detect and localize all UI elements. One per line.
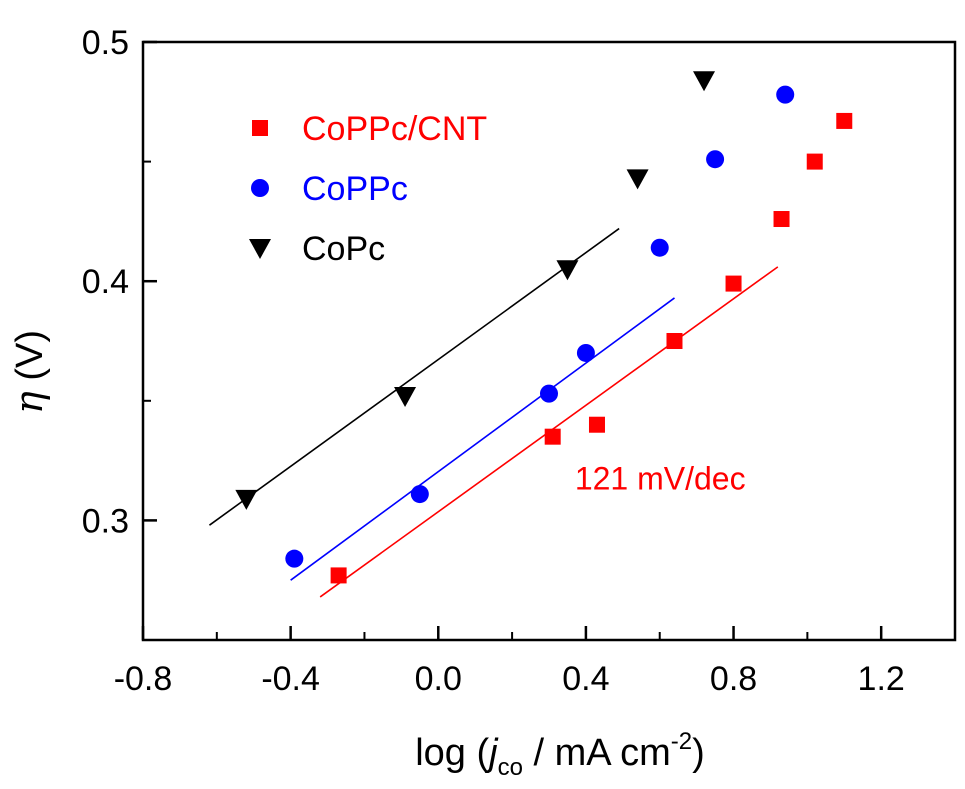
data-point <box>806 153 823 170</box>
y-tick-label: 0.5 <box>82 24 129 62</box>
data-point <box>725 275 742 292</box>
data-point <box>776 85 795 104</box>
x-tick-label: -0.4 <box>261 660 320 698</box>
data-point <box>394 387 417 408</box>
data-point <box>285 549 304 568</box>
legend-marker <box>249 239 271 259</box>
y-axis-title-symbol: η <box>7 391 51 414</box>
x-axis-title-prefix: log ( <box>415 732 489 774</box>
legend-label: CoPc <box>302 230 385 268</box>
annotations: 121 mV/dec <box>575 460 746 496</box>
legend-marker <box>252 120 268 136</box>
fit-line <box>208 227 620 526</box>
data-point <box>626 169 649 190</box>
legend-label: CoPPc/CNT <box>302 110 487 148</box>
data-markers <box>235 71 853 584</box>
data-point <box>544 428 561 445</box>
data-point <box>693 71 716 92</box>
y-axis-title-units: (V) <box>9 330 51 391</box>
data-point <box>666 333 683 349</box>
x-tick-label: 1.2 <box>858 660 905 698</box>
data-point <box>773 211 790 228</box>
x-axis-ticks: -0.8 -0.4 0.0 0.4 0.8 1.2 <box>114 626 905 698</box>
legend-label: CoPPc <box>302 170 408 208</box>
data-point <box>540 384 558 403</box>
y-axis-title: η (V) <box>7 330 51 414</box>
legend-marker <box>251 179 269 197</box>
data-point <box>706 150 725 169</box>
x-axis-title-subscript: co <box>498 754 523 781</box>
data-point <box>576 343 595 362</box>
data-point <box>588 416 605 433</box>
fit-line <box>290 297 675 581</box>
x-axis-title-suffix: ) <box>692 732 705 774</box>
data-point <box>410 485 429 504</box>
fit-lines <box>208 227 779 598</box>
x-axis-title-units: / mA cm <box>523 732 671 774</box>
data-point <box>556 260 579 281</box>
data-point <box>836 112 853 129</box>
y-axis-ticks: 0.3 0.4 0.5 <box>82 24 157 540</box>
plot-frame <box>141 40 957 642</box>
x-tick-label: -0.8 <box>114 660 173 698</box>
data-point <box>330 567 347 584</box>
y-tick-label: 0.3 <box>82 502 129 540</box>
x-tick-label: 0.0 <box>415 660 462 698</box>
x-axis-title: log (jco / mA cm-2) <box>415 728 705 781</box>
legend: CoPPc/CNT CoPPc CoPc <box>249 110 487 268</box>
y-tick-label: 0.4 <box>82 263 129 301</box>
x-tick-label: 0.4 <box>562 660 609 698</box>
data-point <box>235 489 258 510</box>
x-tick-label: 0.8 <box>710 660 757 698</box>
data-point <box>650 238 669 257</box>
x-axis-title-superscript: -2 <box>671 728 692 755</box>
slope-annotation: 121 mV/dec <box>575 460 746 496</box>
